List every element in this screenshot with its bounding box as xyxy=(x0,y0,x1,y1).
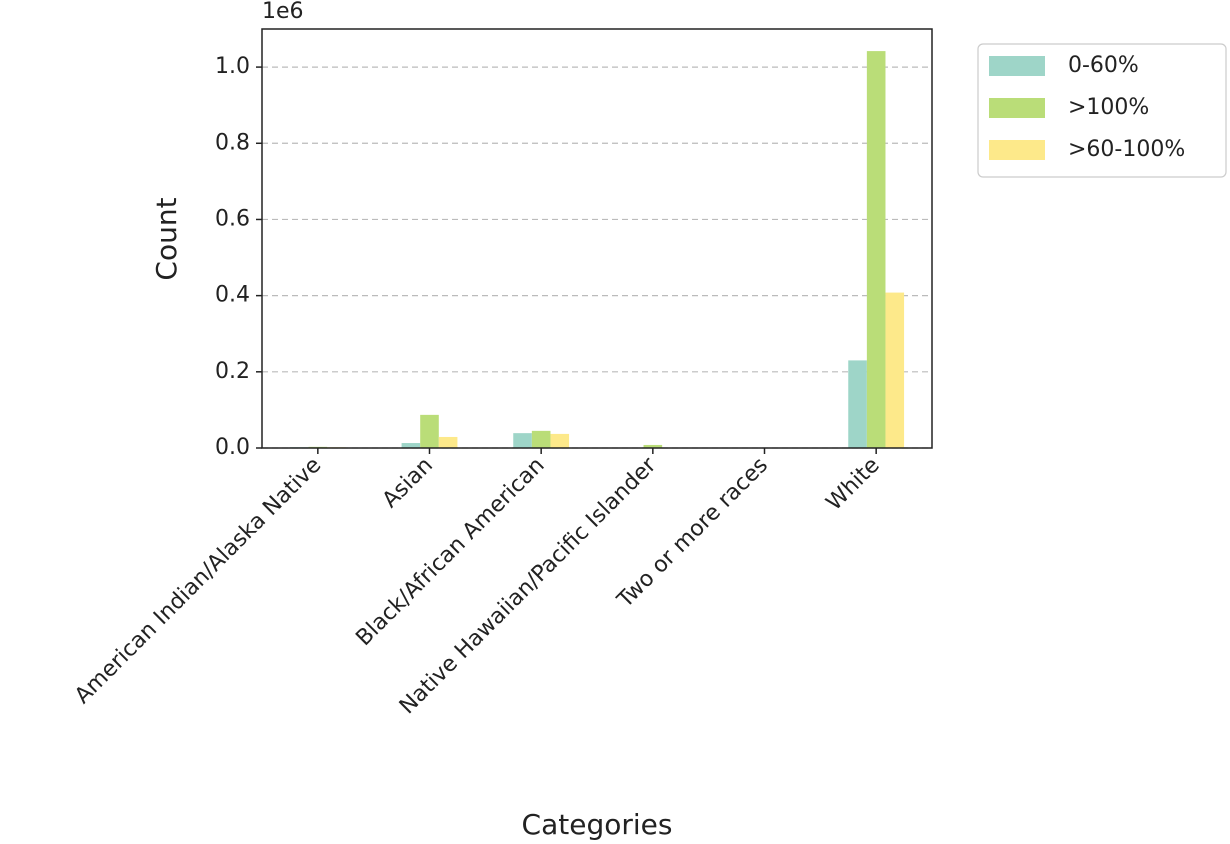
legend-label: 0-60% xyxy=(1068,53,1139,78)
bar xyxy=(420,414,439,448)
bar xyxy=(643,444,663,448)
x-tick-label: White xyxy=(822,453,885,516)
y-axis-title: Count xyxy=(150,197,183,280)
bar xyxy=(513,433,532,448)
bar xyxy=(885,292,905,448)
x-tick-label: American Indian/Alaska Native xyxy=(70,453,326,709)
y-tick-label: 0.2 xyxy=(215,359,250,384)
plot-frame xyxy=(261,28,933,449)
bar xyxy=(550,433,570,448)
legend-swatch xyxy=(989,140,1045,160)
bar xyxy=(848,360,867,448)
bar xyxy=(531,430,551,448)
legend-swatch xyxy=(989,98,1045,118)
y-tick-label: 0.0 xyxy=(215,435,250,460)
y-tick-label: 0.8 xyxy=(215,130,250,155)
legend-label: >60-100% xyxy=(1068,137,1185,162)
x-axis-title: Categories xyxy=(522,808,673,841)
x-tick-label: Asian xyxy=(378,453,438,513)
y-tick-label: 0.6 xyxy=(215,206,250,231)
bar xyxy=(866,51,886,449)
y-tick-label: 1.0 xyxy=(215,54,250,79)
legend-swatch xyxy=(989,56,1045,76)
y-offset-label: 1e6 xyxy=(262,0,304,24)
bar xyxy=(438,436,458,448)
bar xyxy=(401,443,421,448)
legend-label: >100% xyxy=(1068,95,1149,120)
y-tick-label: 0.4 xyxy=(215,283,250,308)
x-tick-label: Black/African American xyxy=(351,453,549,651)
